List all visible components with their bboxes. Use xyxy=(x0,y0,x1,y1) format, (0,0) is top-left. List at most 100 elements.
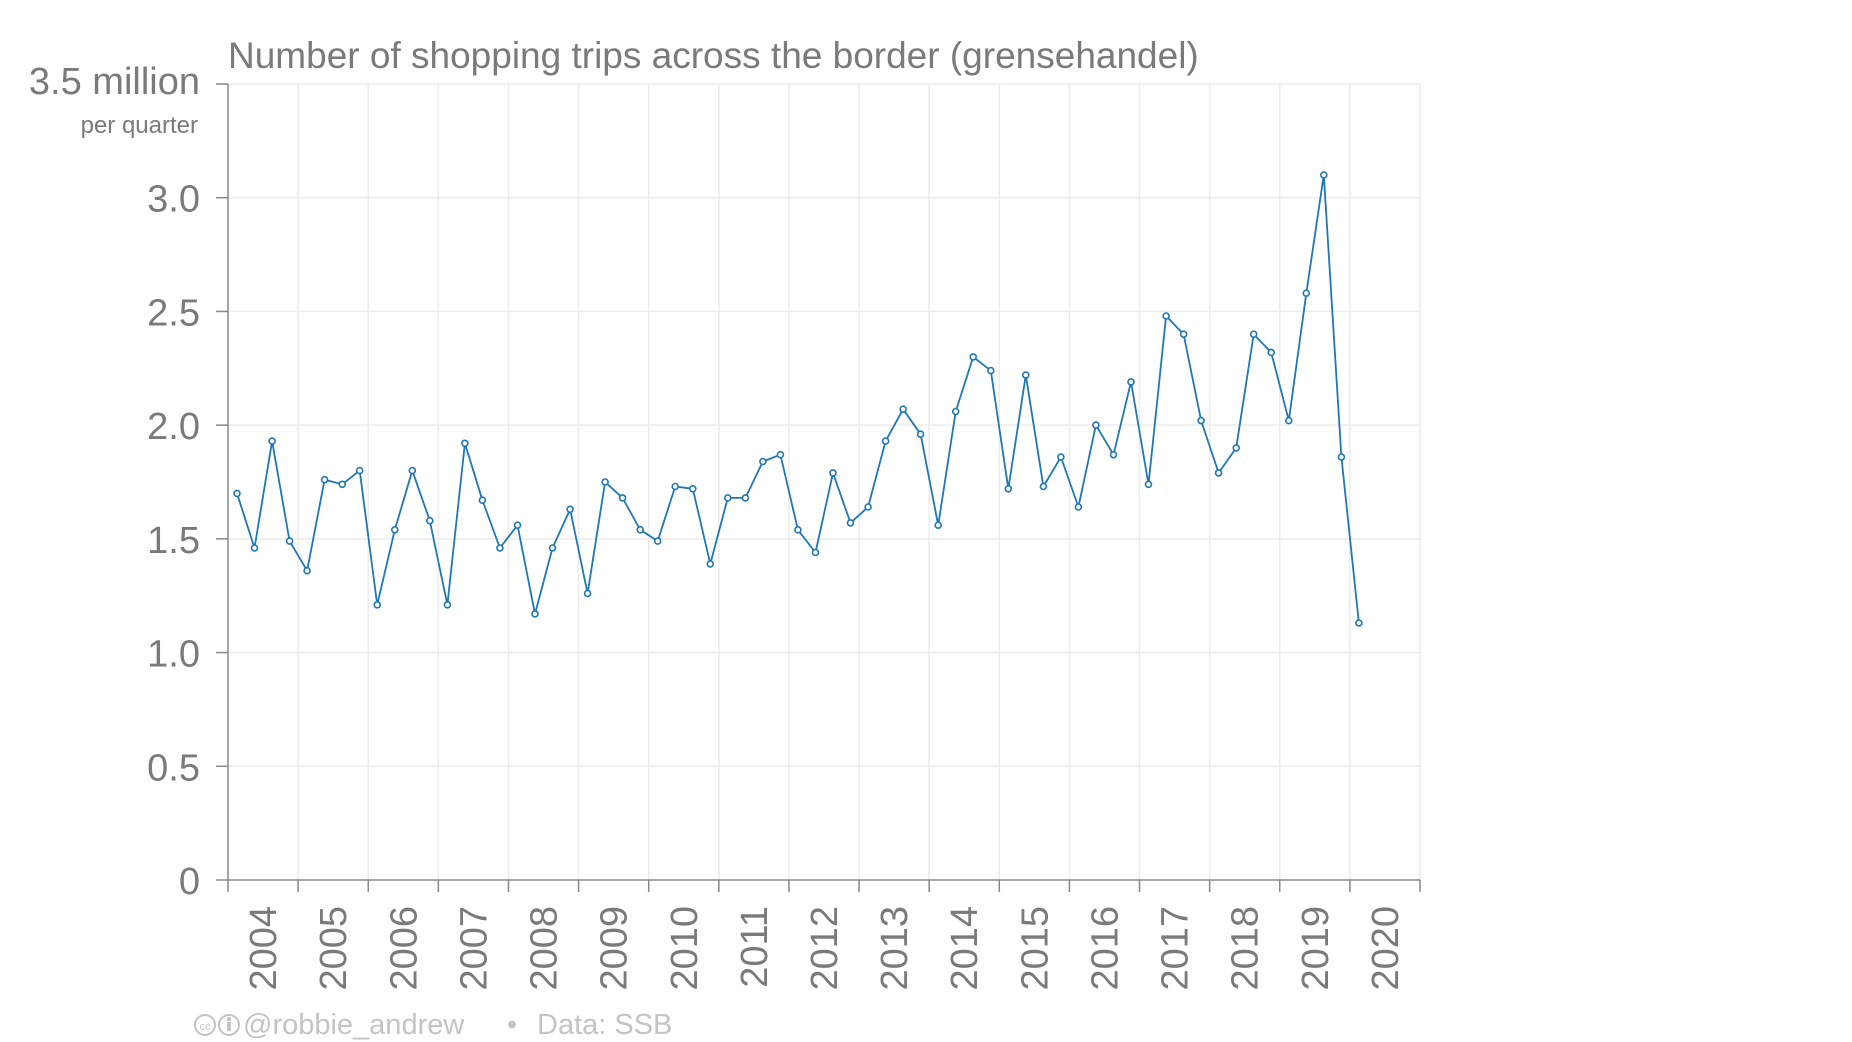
data-point xyxy=(1074,503,1083,511)
data-point xyxy=(1249,330,1258,339)
x-tick-label: 2015 xyxy=(1014,906,1056,991)
data-point xyxy=(233,489,241,498)
data-point xyxy=(1004,484,1013,493)
x-tick-label: 2010 xyxy=(664,906,706,991)
data-point xyxy=(829,469,837,477)
x-tick-label: 2019 xyxy=(1295,906,1337,991)
x-tick-label: 2008 xyxy=(524,906,566,991)
data-point xyxy=(671,482,680,491)
y-tick-label: 1.0 xyxy=(147,634,200,676)
data-point xyxy=(986,366,995,375)
y-axis-label: 3.5 million xyxy=(29,61,200,103)
y-tick-label: 0 xyxy=(179,861,200,903)
x-tick-label: 2016 xyxy=(1084,906,1126,991)
footer-separator: • xyxy=(507,1009,517,1041)
data-point xyxy=(899,405,907,414)
data-point xyxy=(531,610,539,618)
data-point xyxy=(425,516,434,525)
chart-title: Number of shopping trips across the bord… xyxy=(228,35,1199,76)
cc-by-icon: cc xyxy=(194,1014,240,1036)
y-tick-label: 2.0 xyxy=(147,406,200,448)
data-point xyxy=(1197,416,1205,425)
y-tick-label: 2.5 xyxy=(147,292,200,334)
data-point xyxy=(706,560,715,568)
data-point xyxy=(268,437,276,445)
data-point xyxy=(496,544,504,552)
footer-source: Data: SSB xyxy=(537,1009,672,1041)
data-point xyxy=(478,496,487,505)
data-point xyxy=(285,537,294,545)
svg-text:cc: cc xyxy=(200,1021,212,1033)
y-tick-label: 3.0 xyxy=(147,179,200,221)
data-point xyxy=(1092,421,1100,429)
x-tick-label: 2007 xyxy=(453,906,495,991)
data-point xyxy=(566,505,574,514)
data-point xyxy=(548,544,557,552)
data-point xyxy=(916,430,925,439)
x-tick-label: 2004 xyxy=(243,906,285,991)
data-point xyxy=(1285,416,1293,425)
data-point xyxy=(1144,480,1153,489)
data-point xyxy=(373,600,382,609)
data-point xyxy=(864,503,872,511)
y-axis-sublabel: per quarter xyxy=(81,112,198,139)
x-tick-label: 2005 xyxy=(313,906,355,991)
data-point xyxy=(1337,453,1346,461)
data-point xyxy=(303,566,311,575)
data-point xyxy=(583,589,592,598)
data-point xyxy=(1302,289,1311,298)
y-tick-label: 0.5 xyxy=(147,747,200,789)
y-tick-label: 1.5 xyxy=(147,520,200,562)
data-point xyxy=(1127,378,1135,386)
x-tick-label: 2012 xyxy=(804,906,846,991)
x-tick-label: 2009 xyxy=(594,906,636,991)
data-point xyxy=(969,353,978,361)
data-point xyxy=(1267,348,1275,357)
data-point xyxy=(811,548,820,557)
data-point xyxy=(355,466,364,475)
data-point xyxy=(1232,444,1240,452)
data-point xyxy=(1179,330,1188,339)
data-point xyxy=(881,437,890,445)
data-point xyxy=(1109,450,1118,459)
data-point xyxy=(636,525,645,534)
data-point xyxy=(1355,619,1363,627)
data-point xyxy=(653,537,662,545)
data-point xyxy=(408,466,417,475)
series-line xyxy=(236,174,1360,624)
footer: cc @robbie_andrew • Data: SSB xyxy=(194,1009,672,1041)
data-point xyxy=(1214,469,1223,477)
data-point xyxy=(250,544,259,552)
data-point xyxy=(1022,371,1030,379)
data-point xyxy=(461,439,469,448)
data-point xyxy=(776,450,785,459)
data-point xyxy=(1057,453,1065,461)
data-point xyxy=(390,525,399,534)
footer-handle: @robbie_andrew xyxy=(243,1009,465,1041)
data-point xyxy=(601,478,609,486)
data-point xyxy=(513,521,522,530)
series xyxy=(233,171,1363,627)
data-point xyxy=(846,519,855,527)
data-point xyxy=(759,457,767,466)
data-point xyxy=(320,475,329,484)
data-point xyxy=(951,407,960,416)
grid xyxy=(228,83,1421,880)
x-tick-label: 2011 xyxy=(734,906,776,988)
data-point xyxy=(1039,482,1048,491)
data-point xyxy=(1162,312,1170,320)
x-tick-label: 2017 xyxy=(1155,906,1197,991)
data-point xyxy=(618,494,627,502)
x-tick-label: 2020 xyxy=(1365,906,1407,991)
data-point xyxy=(443,600,452,609)
data-point xyxy=(794,525,802,534)
x-tick-label: 2013 xyxy=(874,906,916,991)
data-point xyxy=(688,484,697,493)
data-point xyxy=(741,494,750,502)
x-tick-label: 2014 xyxy=(944,906,986,991)
data-point xyxy=(1320,171,1328,179)
x-tick-label: 2018 xyxy=(1225,906,1267,991)
x-tick-label: 2006 xyxy=(383,906,425,991)
